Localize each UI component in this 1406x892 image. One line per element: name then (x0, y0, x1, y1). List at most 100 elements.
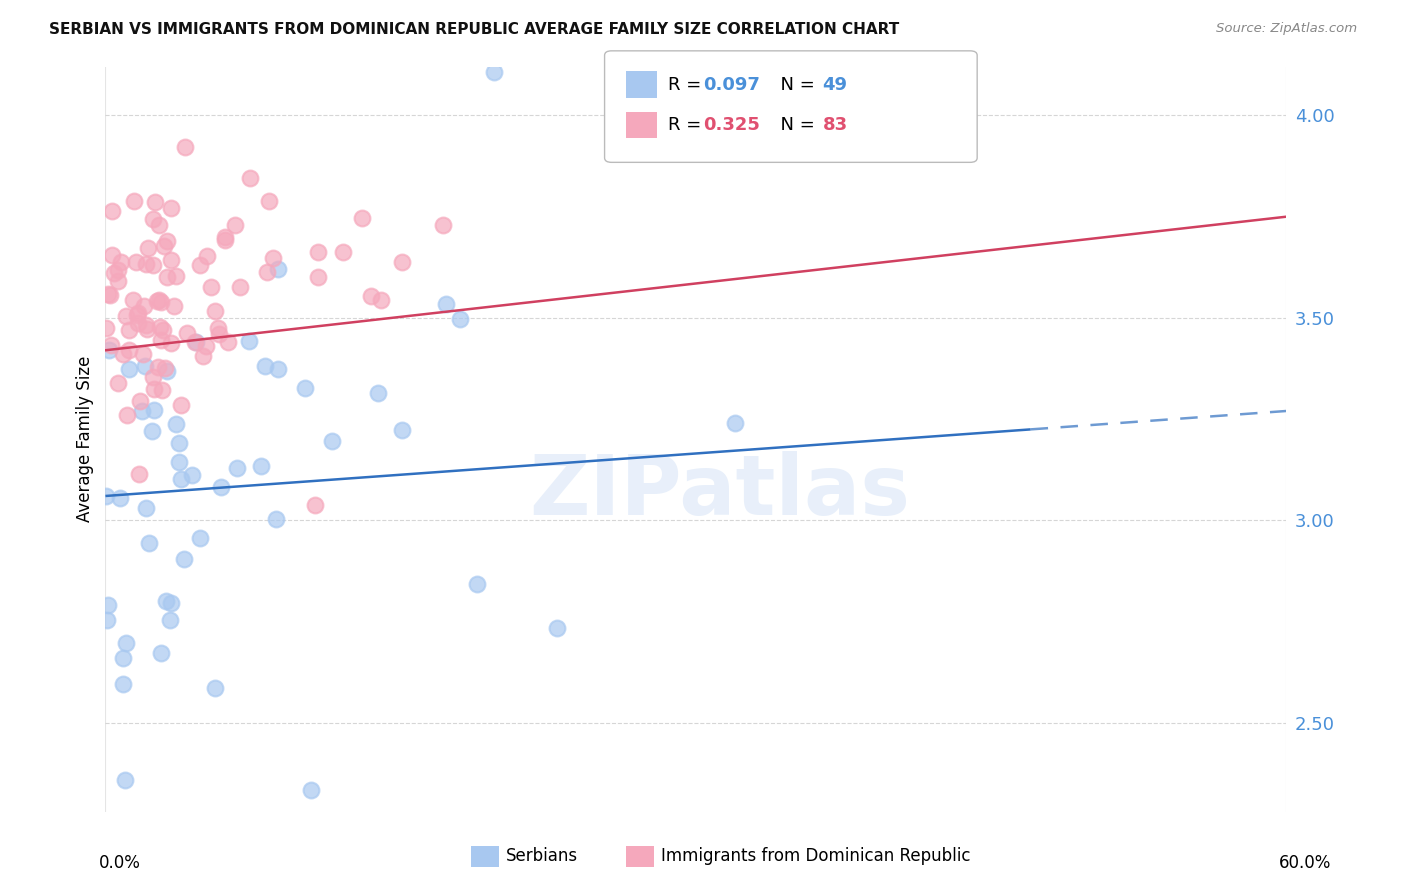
Point (165, 417, 187, 431)
Point (115, 408, 138, 422)
Point (184, 335, 207, 350)
Point (163, 300, 186, 314)
Point (101, 204, 124, 219)
Point (118, 323, 141, 337)
Point (225, 461, 247, 475)
Point (146, 359, 169, 374)
Point (391, 255, 413, 269)
Point (160, 202, 183, 216)
Point (135, 257, 157, 271)
Point (112, 347, 135, 361)
Point (156, 235, 179, 249)
Point (214, 233, 236, 247)
Point (142, 212, 165, 227)
Point (204, 303, 226, 318)
Point (142, 369, 165, 384)
Point (150, 295, 173, 310)
Text: R =: R = (668, 76, 707, 94)
Point (165, 268, 187, 283)
Point (149, 333, 172, 347)
Point (173, 552, 195, 566)
Point (117, 343, 139, 357)
Point (141, 424, 163, 438)
Point (115, 635, 138, 649)
Point (209, 480, 232, 494)
Text: 0.325: 0.325 (703, 116, 759, 134)
Point (124, 255, 146, 269)
Point (195, 249, 218, 263)
Point (150, 384, 173, 398)
Point (169, 436, 191, 450)
Point (200, 280, 222, 294)
Text: Source: ZipAtlas.com: Source: ZipAtlas.com (1216, 22, 1357, 36)
Point (94, 321, 117, 335)
Text: SERBIAN VS IMMIGRANTS FROM DOMINICAN REPUBLIC AVERAGE FAMILY SIZE CORRELATION CH: SERBIAN VS IMMIGRANTS FROM DOMINICAN REP… (49, 22, 900, 37)
Point (155, 594, 177, 608)
Point (97, 287, 120, 301)
Text: 60.0%: 60.0% (1278, 854, 1331, 871)
Point (111, 651, 134, 665)
Point (129, 394, 152, 409)
Point (131, 404, 153, 418)
Point (107, 263, 129, 277)
Point (97, 599, 120, 613)
Point (149, 320, 172, 334)
Point (239, 171, 262, 186)
Point (304, 498, 326, 512)
Point (107, 274, 129, 288)
Point (170, 472, 193, 486)
Point (449, 312, 471, 326)
Point (103, 266, 125, 280)
Text: N =: N = (769, 76, 821, 94)
Point (188, 531, 211, 545)
Point (100, 338, 122, 352)
Y-axis label: Average Family Size: Average Family Size (76, 356, 94, 523)
Point (238, 334, 260, 348)
Point (723, 417, 745, 431)
Point (181, 467, 204, 482)
Point (110, 255, 132, 269)
Text: R =: R = (668, 116, 707, 134)
Point (149, 646, 172, 660)
Point (135, 318, 157, 332)
Point (96, 613, 118, 627)
Point (122, 194, 145, 208)
Point (136, 241, 159, 255)
Point (156, 364, 179, 378)
Point (94, 489, 117, 503)
Point (132, 347, 155, 361)
Point (188, 259, 211, 273)
Point (207, 321, 229, 335)
Text: Immigrants from Dominican Republic: Immigrants from Dominican Republic (661, 847, 970, 865)
Point (174, 139, 197, 153)
Point (122, 293, 145, 307)
Point (128, 467, 150, 482)
Point (250, 458, 273, 473)
Point (127, 306, 149, 320)
Point (142, 258, 165, 272)
Point (148, 293, 170, 308)
Point (391, 423, 413, 437)
Point (367, 386, 389, 401)
Point (183, 334, 205, 349)
Point (214, 230, 236, 244)
Point (432, 219, 454, 233)
Text: 49: 49 (823, 76, 848, 94)
Point (114, 773, 136, 788)
Point (267, 262, 290, 277)
Point (307, 244, 329, 259)
Point (152, 323, 174, 337)
Point (107, 376, 129, 390)
Point (434, 297, 457, 311)
Text: N =: N = (769, 116, 821, 134)
Point (370, 293, 392, 308)
Point (321, 434, 343, 448)
Point (160, 253, 183, 268)
Point (224, 218, 246, 232)
Point (482, 65, 505, 79)
Point (267, 361, 290, 376)
Point (145, 294, 167, 309)
Point (98, 343, 121, 357)
Point (132, 299, 155, 313)
Point (138, 536, 160, 550)
